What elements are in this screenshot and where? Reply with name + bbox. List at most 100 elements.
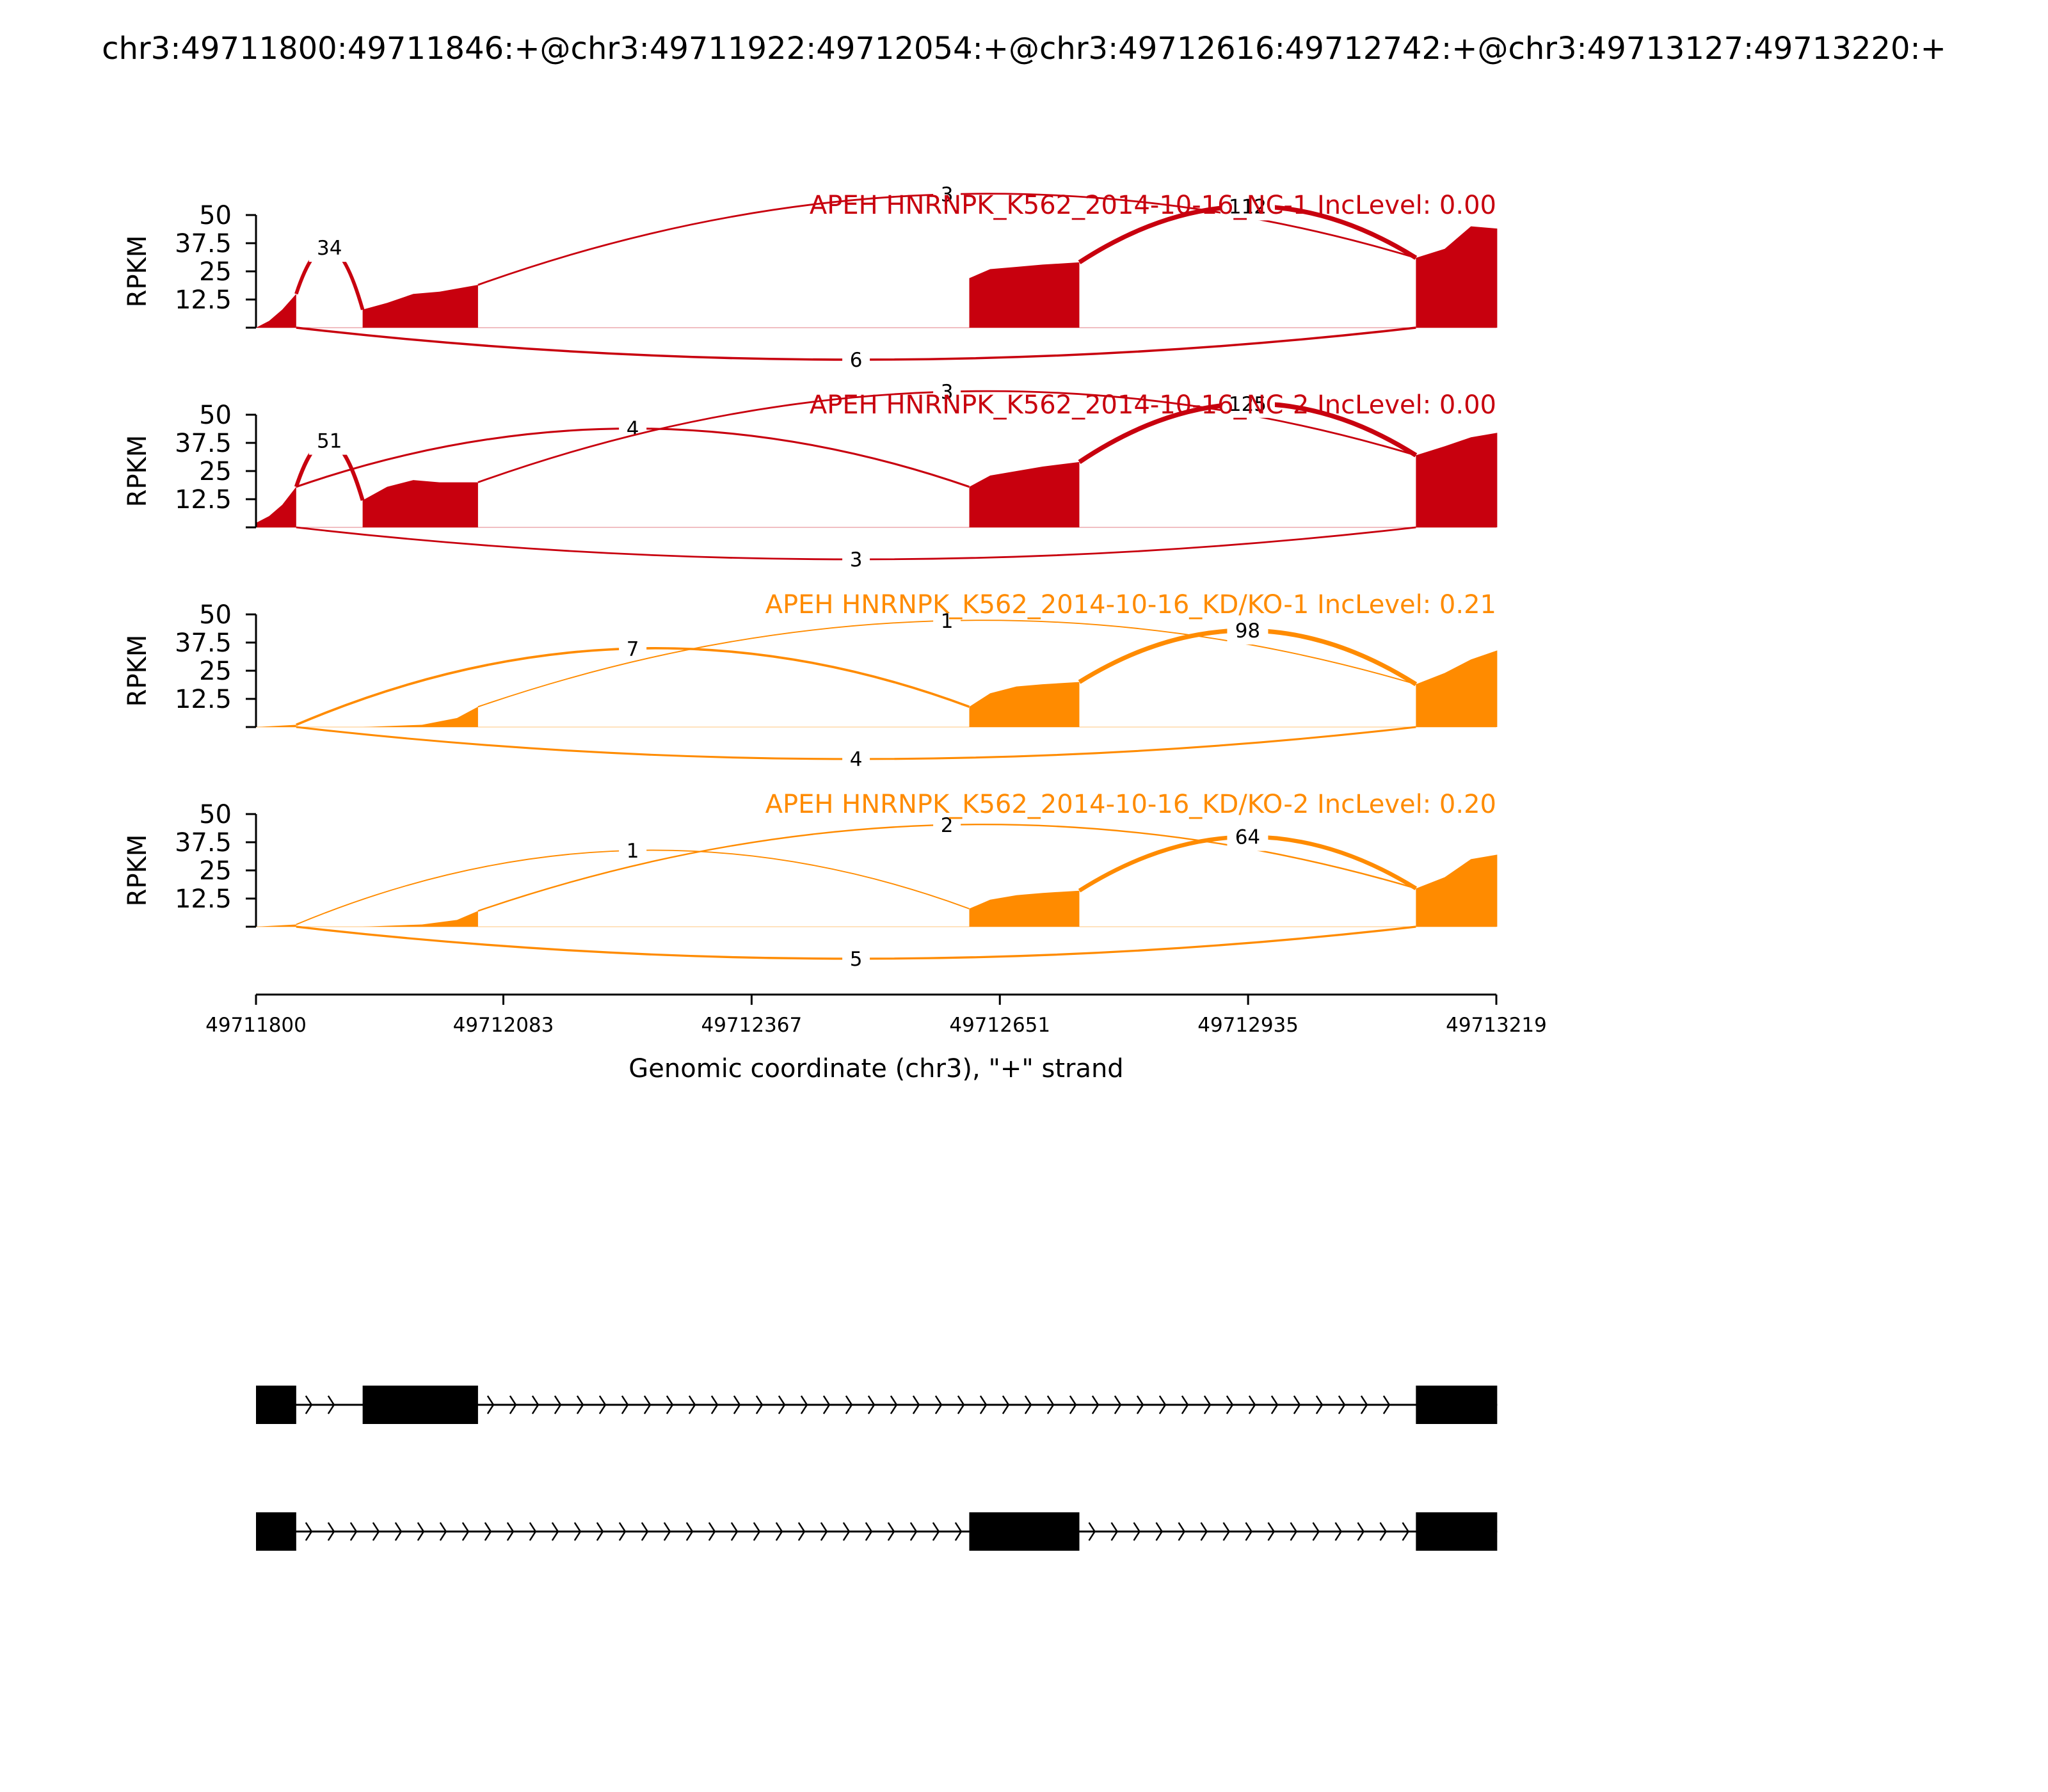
strand-arrow (1270, 1395, 1279, 1414)
strand-arrow (1203, 1395, 1212, 1414)
panel-title: APEH HNRNPK_K562_2014-10-16_NC-2 IncLeve… (810, 390, 1496, 420)
junction-count-label-bg (619, 634, 647, 663)
strand-arrow (573, 1522, 582, 1541)
strand-arrow (979, 1395, 988, 1414)
strand-arrow (621, 1395, 629, 1414)
strand-arrow (822, 1395, 831, 1414)
strand-arrow (598, 1395, 607, 1414)
y-tick-label: 25 (199, 257, 232, 287)
isoform-exon-block (256, 1386, 296, 1424)
y-tick-label: 37.5 (175, 429, 232, 458)
strand-arrow (1382, 1395, 1391, 1414)
strand-arrow (486, 1395, 495, 1414)
isoform-exon-block (1416, 1386, 1498, 1424)
strand-arrow (845, 1395, 853, 1414)
strand-arrow (1245, 1522, 1253, 1541)
junction-count-label-bg (933, 810, 961, 839)
y-tick-label: 50 (199, 201, 232, 230)
x-tick-label: 49712367 (701, 1014, 802, 1037)
strand-arrow (641, 1522, 649, 1541)
junction-count-label-bg (933, 378, 961, 406)
strand-arrow (531, 1395, 540, 1414)
strand-arrow (820, 1522, 828, 1541)
x-tick-label: 49711800 (205, 1014, 307, 1037)
strand-arrow (865, 1522, 873, 1541)
strand-arrow (1088, 1522, 1096, 1541)
strand-arrow (887, 1522, 895, 1541)
junction-count-label: 5 (850, 948, 863, 971)
strand-arrow (618, 1522, 627, 1541)
strand-arrow (1178, 1522, 1186, 1541)
strand-arrow (327, 1395, 335, 1414)
coverage-area (256, 226, 1498, 328)
genomic-x-axis: 49711800 49712083 49712367 49712651 49712935… (205, 993, 1547, 1084)
panel-title: APEH HNRNPK_K562_2014-10-16_NC-1 IncLeve… (810, 191, 1496, 220)
strand-arrow (1002, 1395, 1010, 1414)
isoform-1 (256, 1386, 1498, 1424)
strand-arrow (842, 1522, 851, 1541)
strand-arrow (305, 1522, 313, 1541)
y-axis-label: RPKM (123, 635, 152, 707)
strand-arrow (509, 1395, 517, 1414)
y-tick-label: 12.5 (175, 485, 232, 515)
junction-count-label-bg (308, 426, 350, 455)
strand-arrow (1360, 1395, 1368, 1414)
strand-arrow (1338, 1395, 1346, 1414)
strand-arrow (932, 1522, 940, 1541)
strand-arrow (909, 1522, 918, 1541)
strand-arrow (1110, 1522, 1119, 1541)
x-axis-label: Genomic coordinate (chr3), "+" strand (628, 1054, 1123, 1084)
isoform-2 (256, 1512, 1498, 1551)
panel-title: APEH HNRNPK_K562_2014-10-16_KD/KO-1 IncL… (765, 590, 1496, 620)
strand-arrow (867, 1395, 876, 1414)
y-tick-label: 37.5 (175, 628, 232, 658)
strand-arrow (1222, 1522, 1231, 1541)
strand-arrow (797, 1522, 806, 1541)
strand-arrow (688, 1395, 696, 1414)
strand-arrow (1155, 1522, 1164, 1541)
strand-arrow (775, 1522, 783, 1541)
strand-arrow (1181, 1395, 1189, 1414)
strand-arrow (529, 1522, 537, 1541)
y-axis-label: RPKM (123, 236, 152, 308)
strand-arrow (506, 1522, 515, 1541)
coverage-area (256, 650, 1498, 727)
strand-arrow (1158, 1395, 1167, 1414)
strand-arrow (753, 1522, 761, 1541)
strand-arrow (1357, 1522, 1365, 1541)
y-tick-label: 25 (199, 856, 232, 886)
strand-arrow (710, 1395, 719, 1414)
strand-arrow (1379, 1522, 1388, 1541)
junction-count-label-bg (842, 346, 870, 374)
strand-arrow (1226, 1395, 1234, 1414)
strand-arrow (461, 1522, 470, 1541)
junction-count-label: 112 (1229, 195, 1267, 218)
y-tick-label: 50 (199, 800, 232, 829)
junction-count-label: 1 (627, 840, 639, 863)
strand-arrow (1133, 1522, 1141, 1541)
strand-arrow (1248, 1395, 1256, 1414)
junction-count-label: 125 (1229, 393, 1267, 416)
strand-arrow (1136, 1395, 1144, 1414)
junction-count-label-bg (842, 545, 870, 573)
y-tick-label: 50 (199, 600, 232, 630)
strand-arrow (890, 1395, 898, 1414)
junction-count-label: 3 (850, 548, 863, 572)
strand-arrow (439, 1522, 447, 1541)
junction-count-label-bg (842, 745, 870, 773)
junction-count-label-bg (842, 945, 870, 973)
strand-arrow (957, 1395, 965, 1414)
strand-arrow (1091, 1395, 1100, 1414)
junction-count-label: 34 (317, 237, 342, 260)
strand-arrow (666, 1395, 674, 1414)
y-tick-label: 12.5 (175, 884, 232, 914)
y-tick-label: 50 (199, 401, 232, 430)
y-axis-label: RPKM (123, 435, 152, 508)
x-tick-label: 49712651 (949, 1014, 1050, 1037)
isoform-exon-block (1416, 1512, 1498, 1551)
strand-arrow (1315, 1395, 1324, 1414)
strand-arrow (596, 1522, 604, 1541)
